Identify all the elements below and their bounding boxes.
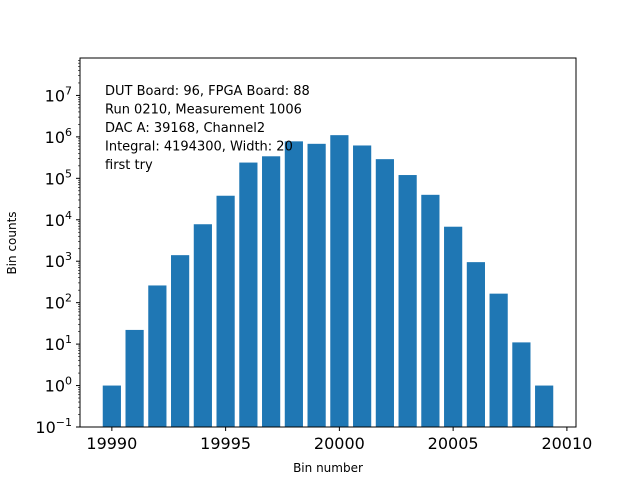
bar-19994 — [193, 224, 212, 427]
bar-19992 — [148, 285, 167, 427]
bar-20002 — [375, 159, 394, 427]
x-axis-ticks: 19990 19995 20000 20005 20010 — [86, 427, 592, 453]
bar-20008 — [512, 342, 531, 427]
y-tick-label: 100 — [45, 375, 72, 396]
y-axis-label: Bin counts — [5, 211, 19, 274]
bar-20007 — [489, 293, 508, 427]
annotation-line: DUT Board: 96, FPGA Board: 88 — [105, 84, 310, 99]
annotation-line: DAC A: 39168, Channel2 — [105, 121, 265, 136]
y-tick-label: 104 — [45, 209, 72, 230]
bar-20001 — [353, 145, 372, 428]
bar-20000 — [330, 135, 349, 427]
y-tick-label: 105 — [45, 167, 72, 188]
bars-group — [102, 135, 554, 428]
y-tick-label: 107 — [45, 84, 72, 105]
bar-20009 — [535, 385, 554, 427]
bar-20004 — [421, 194, 440, 427]
bar-19993 — [171, 255, 190, 427]
y-tick-label: 103 — [45, 250, 72, 271]
annotation-block: DUT Board: 96, FPGA Board: 88 Run 0210, M… — [105, 84, 310, 173]
bar-20003 — [398, 175, 417, 427]
x-tick-label: 20000 — [314, 434, 365, 453]
bar-19990 — [102, 385, 121, 427]
bar-19999 — [307, 143, 326, 427]
x-tick-label: 19990 — [86, 434, 137, 453]
annotation-line: Integral: 4194300, Width: 20 — [105, 140, 293, 155]
x-tick-label: 19995 — [200, 434, 251, 453]
annotation-line: first try — [105, 158, 153, 173]
bar-20005 — [444, 226, 463, 427]
y-tick-label: 101 — [45, 333, 72, 354]
y-tick-label: 106 — [45, 126, 72, 147]
x-axis-label: Bin number — [293, 461, 363, 475]
x-tick-label: 20010 — [541, 434, 592, 453]
bar-19998 — [284, 141, 303, 427]
x-tick-label: 20005 — [428, 434, 479, 453]
annotation-line: Run 0210, Measurement 1006 — [105, 103, 302, 118]
bar-19995 — [216, 195, 235, 427]
bar-19996 — [239, 162, 258, 427]
bar-19991 — [125, 329, 144, 427]
y-axis-ticks: 10−1 100 101 102 103 104 105 106 107 — [35, 60, 80, 437]
bar-20006 — [466, 262, 485, 427]
y-tick-label: 102 — [45, 292, 72, 313]
plot-frame — [79, 57, 577, 428]
y-tick-label: 10−1 — [35, 416, 72, 437]
bar-19997 — [262, 156, 281, 428]
